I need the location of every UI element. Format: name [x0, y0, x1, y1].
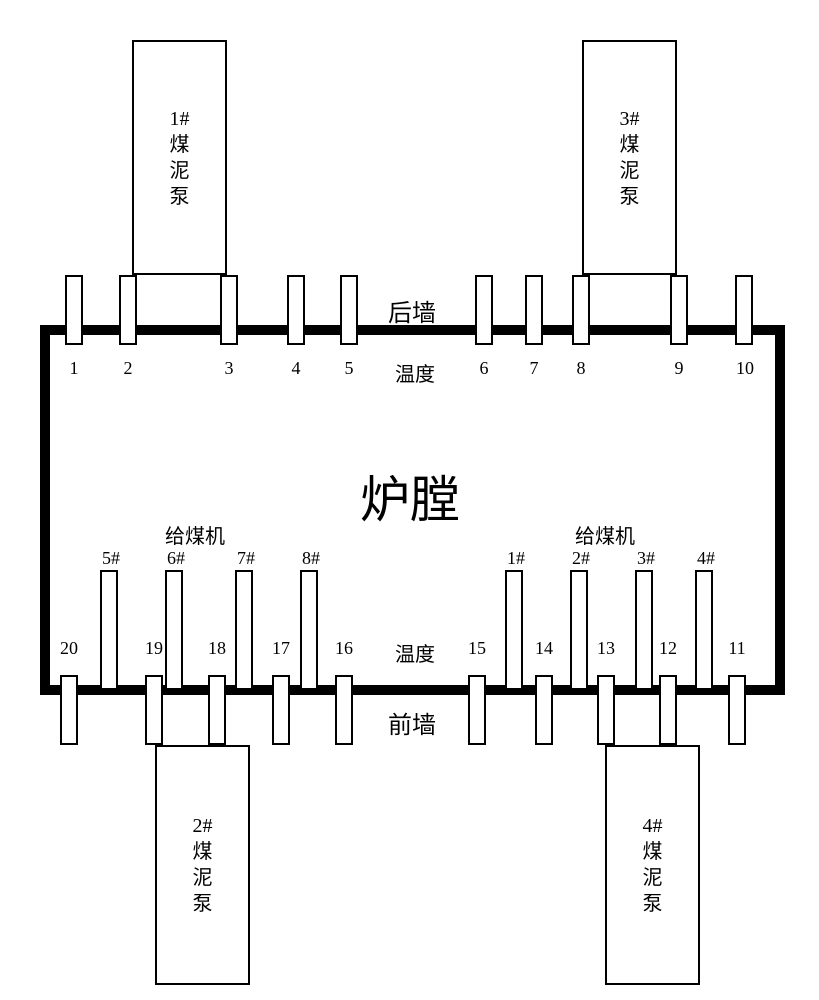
pump-2: 2# 煤 泥 泵: [155, 745, 250, 985]
pump-4-text-2: 泥: [643, 865, 663, 891]
sensor-bottom-num-20: 20: [56, 638, 82, 659]
pump-1: 1# 煤 泥 泵: [132, 40, 227, 275]
feeder-num-7#: 7#: [231, 548, 261, 569]
sensor-top-num-4: 4: [283, 358, 309, 379]
pump-3-label: 3#: [620, 106, 640, 132]
feeder-num-3#: 3#: [631, 548, 661, 569]
furnace-label: 炉膛: [360, 460, 460, 532]
sensor-top-6: [475, 275, 493, 345]
feeder-label-right: 给煤机: [575, 520, 635, 549]
pump-3-text-2: 泥: [620, 158, 640, 184]
feeder-num-5#: 5#: [96, 548, 126, 569]
pump-3-text-3: 泵: [620, 184, 640, 210]
sensor-bottom-11: [728, 675, 746, 745]
sensor-bottom-16: [335, 675, 353, 745]
pump-4-text-1: 煤: [643, 839, 663, 865]
pump-2-text-2: 泥: [193, 865, 213, 891]
sensor-bottom-num-19: 19: [141, 638, 167, 659]
sensor-bottom-12: [659, 675, 677, 745]
sensor-top-10: [735, 275, 753, 345]
sensor-top-5: [340, 275, 358, 345]
sensor-bottom-15: [468, 675, 486, 745]
sensor-bottom-19: [145, 675, 163, 745]
sensor-bottom-num-12: 12: [655, 638, 681, 659]
sensor-bottom-num-13: 13: [593, 638, 619, 659]
pump-2-text-3: 泵: [193, 891, 213, 917]
pump-3-text-1: 煤: [620, 132, 640, 158]
pump-1-text-3: 泵: [170, 184, 190, 210]
sensor-top-num-8: 8: [568, 358, 594, 379]
feeder-2#: [570, 570, 588, 690]
sensor-bottom-14: [535, 675, 553, 745]
feeder-num-2#: 2#: [566, 548, 596, 569]
sensor-bottom-num-16: 16: [331, 638, 357, 659]
sensor-bottom-num-17: 17: [268, 638, 294, 659]
sensor-top-num-3: 3: [216, 358, 242, 379]
pump-1-text-1: 煤: [170, 132, 190, 158]
pump-2-text-1: 煤: [193, 839, 213, 865]
pump-2-label: 2#: [193, 813, 213, 839]
feeder-num-8#: 8#: [296, 548, 326, 569]
feeder-1#: [505, 570, 523, 690]
sensor-bottom-num-14: 14: [531, 638, 557, 659]
sensor-bottom-num-15: 15: [464, 638, 490, 659]
sensor-top-1: [65, 275, 83, 345]
sensor-top-num-7: 7: [521, 358, 547, 379]
feeder-3#: [635, 570, 653, 690]
feeder-5#: [100, 570, 118, 690]
sensor-bottom-17: [272, 675, 290, 745]
sensor-bottom-13: [597, 675, 615, 745]
pump-3: 3# 煤 泥 泵: [582, 40, 677, 275]
feeder-label-left: 给煤机: [165, 520, 225, 549]
sensor-top-2: [119, 275, 137, 345]
pump-1-text-2: 泥: [170, 158, 190, 184]
pump-4-label: 4#: [643, 813, 663, 839]
pump-1-label: 1#: [170, 106, 190, 132]
sensor-bottom-18: [208, 675, 226, 745]
sensor-top-7: [525, 275, 543, 345]
sensor-top-num-5: 5: [336, 358, 362, 379]
feeder-4#: [695, 570, 713, 690]
feeder-8#: [300, 570, 318, 690]
pump-4: 4# 煤 泥 泵: [605, 745, 700, 985]
sensor-top-num-2: 2: [115, 358, 141, 379]
feeder-num-6#: 6#: [161, 548, 191, 569]
sensor-top-3: [220, 275, 238, 345]
temp-top-label: 温度: [395, 358, 435, 387]
feeder-num-4#: 4#: [691, 548, 721, 569]
sensor-top-num-10: 10: [732, 358, 758, 379]
temp-bottom-label: 温度: [395, 638, 435, 667]
sensor-top-9: [670, 275, 688, 345]
sensor-top-8: [572, 275, 590, 345]
sensor-bottom-num-18: 18: [204, 638, 230, 659]
sensor-bottom-20: [60, 675, 78, 745]
back-wall-label: 后墙: [388, 293, 436, 328]
sensor-top-num-6: 6: [471, 358, 497, 379]
feeder-7#: [235, 570, 253, 690]
front-wall-label: 前墙: [388, 705, 436, 740]
pump-4-text-3: 泵: [643, 891, 663, 917]
sensor-bottom-num-11: 11: [724, 638, 750, 659]
feeder-num-1#: 1#: [501, 548, 531, 569]
sensor-top-4: [287, 275, 305, 345]
feeder-6#: [165, 570, 183, 690]
sensor-top-num-9: 9: [666, 358, 692, 379]
sensor-top-num-1: 1: [61, 358, 87, 379]
